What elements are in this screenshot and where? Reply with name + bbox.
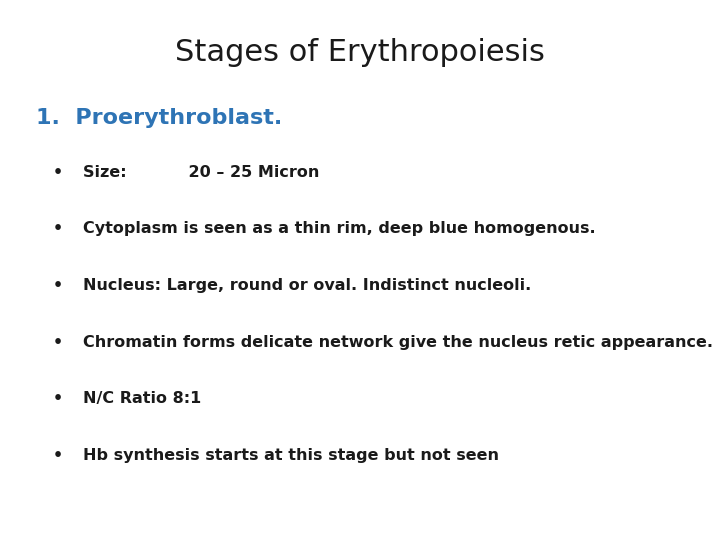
Text: Cytoplasm is seen as a thin rim, deep blue homogenous.: Cytoplasm is seen as a thin rim, deep bl…: [83, 221, 595, 237]
Text: N/C Ratio 8:1: N/C Ratio 8:1: [83, 392, 201, 407]
Text: Chromatin forms delicate network give the nucleus retic appearance.: Chromatin forms delicate network give th…: [83, 335, 713, 350]
Text: •: •: [53, 278, 63, 293]
Text: •: •: [53, 392, 63, 407]
Text: •: •: [53, 448, 63, 463]
Text: 1.  Proerythroblast.: 1. Proerythroblast.: [36, 108, 282, 128]
Text: Size:           20 – 25 Micron: Size: 20 – 25 Micron: [83, 165, 319, 180]
Text: Nucleus: Large, round or oval. Indistinct nucleoli.: Nucleus: Large, round or oval. Indistinc…: [83, 278, 531, 293]
Text: •: •: [53, 221, 63, 237]
Text: Stages of Erythropoiesis: Stages of Erythropoiesis: [175, 38, 545, 67]
Text: •: •: [53, 165, 63, 180]
Text: •: •: [53, 335, 63, 350]
Text: Hb synthesis starts at this stage but not seen: Hb synthesis starts at this stage but no…: [83, 448, 499, 463]
